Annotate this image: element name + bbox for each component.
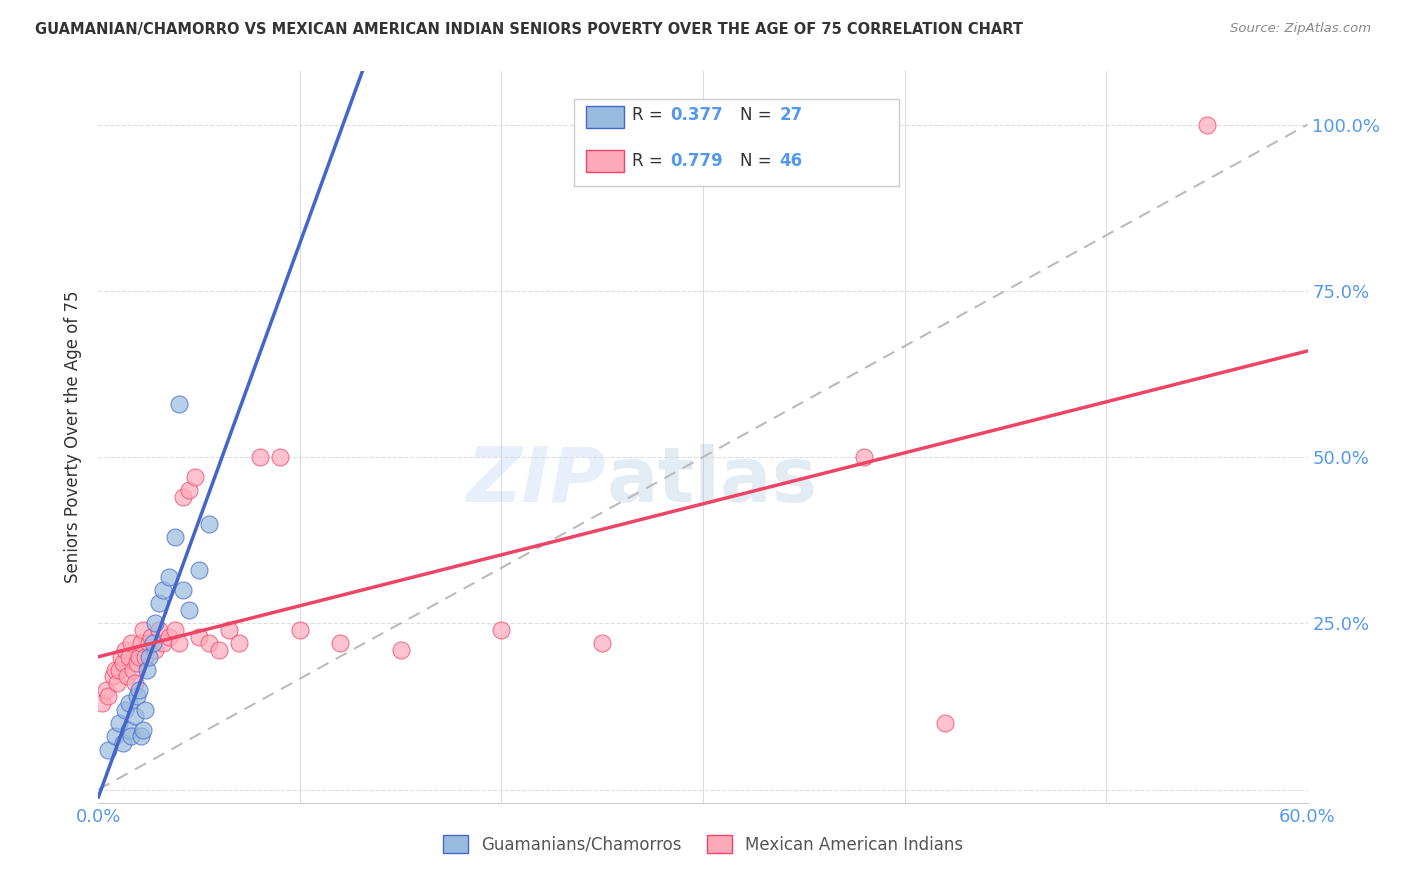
FancyBboxPatch shape (586, 150, 624, 171)
Text: 46: 46 (779, 152, 803, 169)
Point (115, 669, 138, 683)
Text: 0.779: 0.779 (671, 152, 723, 169)
Text: 0.377: 0.377 (671, 106, 723, 124)
Point (96, 682, 118, 697)
Point (167, 397, 190, 411)
Point (139, 630, 162, 644)
Point (152, 636, 174, 650)
Text: 27: 27 (779, 106, 803, 124)
Point (120, 636, 142, 650)
Point (110, 649, 132, 664)
Point (118, 723, 141, 737)
Text: GUAMANIAN/CHAMORRO VS MEXICAN AMERICAN INDIAN SENIORS POVERTY OVER THE AGE OF 75: GUAMANIAN/CHAMORRO VS MEXICAN AMERICAN I… (35, 22, 1024, 37)
Point (135, 663, 157, 677)
FancyBboxPatch shape (574, 99, 898, 186)
Text: atlas: atlas (606, 444, 817, 518)
Point (188, 563, 211, 577)
Point (152, 582, 174, 597)
Point (167, 636, 190, 650)
Point (491, 623, 513, 637)
Point (128, 649, 150, 664)
FancyBboxPatch shape (586, 106, 624, 128)
Point (103, 729, 125, 743)
Point (132, 623, 155, 637)
Point (188, 630, 211, 644)
Point (107, 716, 129, 731)
Text: N =: N = (741, 152, 778, 169)
Text: R =: R = (631, 106, 668, 124)
Text: ZIP: ZIP (467, 444, 606, 518)
Point (129, 729, 152, 743)
Point (134, 649, 156, 664)
Point (97, 690, 120, 704)
Point (218, 623, 240, 637)
Point (129, 636, 152, 650)
Text: Source: ZipAtlas.com: Source: ZipAtlas.com (1230, 22, 1371, 36)
Point (101, 669, 124, 683)
Point (132, 723, 155, 737)
Point (121, 663, 143, 677)
Point (124, 676, 146, 690)
Point (389, 643, 412, 657)
Point (142, 636, 165, 650)
Point (249, 450, 271, 464)
Point (198, 516, 221, 531)
Point (198, 636, 221, 650)
Point (107, 663, 129, 677)
Point (157, 630, 180, 644)
Point (163, 623, 186, 637)
Text: R =: R = (631, 152, 668, 169)
Point (148, 596, 170, 610)
Point (148, 623, 170, 637)
Point (128, 682, 150, 697)
Point (111, 736, 134, 750)
Point (118, 649, 141, 664)
Point (172, 582, 194, 597)
Point (179, 603, 201, 617)
Point (114, 643, 136, 657)
Point (208, 643, 231, 657)
Point (97, 742, 120, 756)
Point (105, 676, 128, 690)
Point (288, 623, 311, 637)
Legend: Guamanians/Chamorros, Mexican American Indians: Guamanians/Chamorros, Mexican American I… (436, 829, 970, 860)
Point (179, 483, 201, 498)
Point (163, 530, 186, 544)
Point (120, 729, 142, 743)
Y-axis label: Seniors Poverty Over the Age of 75: Seniors Poverty Over the Age of 75 (65, 291, 83, 583)
Point (591, 636, 613, 650)
Point (114, 703, 136, 717)
Point (143, 616, 166, 631)
Point (853, 450, 876, 464)
Point (138, 649, 160, 664)
Point (138, 636, 160, 650)
Point (1195, 118, 1218, 132)
Point (934, 716, 956, 731)
Point (134, 703, 156, 717)
Point (172, 490, 194, 504)
Point (184, 470, 207, 484)
Point (125, 690, 148, 704)
Point (124, 709, 146, 723)
Point (91, 696, 114, 710)
Text: N =: N = (741, 106, 778, 124)
Point (143, 643, 166, 657)
Point (269, 450, 291, 464)
Point (125, 656, 148, 670)
Point (228, 636, 250, 650)
Point (329, 636, 352, 650)
Point (118, 696, 141, 710)
Point (157, 570, 180, 584)
Point (111, 656, 134, 670)
Point (103, 663, 125, 677)
